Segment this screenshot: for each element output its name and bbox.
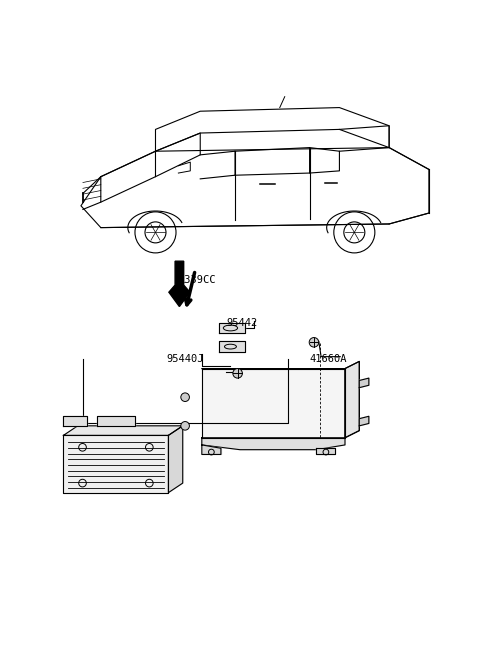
Polygon shape	[101, 152, 156, 202]
Circle shape	[233, 369, 242, 378]
Polygon shape	[202, 445, 221, 455]
Text: 95440J: 95440J	[167, 354, 204, 364]
Polygon shape	[202, 438, 345, 450]
Circle shape	[181, 393, 190, 401]
Polygon shape	[316, 448, 336, 455]
Polygon shape	[218, 323, 245, 333]
Polygon shape	[168, 426, 183, 493]
Polygon shape	[360, 417, 369, 426]
Text: 95442: 95442	[227, 318, 258, 328]
Text: 1339CC: 1339CC	[178, 276, 216, 285]
Polygon shape	[360, 378, 369, 388]
Circle shape	[309, 338, 319, 347]
Polygon shape	[63, 436, 168, 493]
Polygon shape	[63, 426, 183, 436]
Polygon shape	[97, 417, 135, 426]
Polygon shape	[218, 341, 245, 352]
Polygon shape	[202, 369, 345, 438]
Circle shape	[181, 422, 190, 430]
Text: 41660A: 41660A	[310, 354, 347, 364]
Polygon shape	[345, 361, 360, 438]
Polygon shape	[63, 417, 87, 426]
Polygon shape	[169, 261, 190, 306]
